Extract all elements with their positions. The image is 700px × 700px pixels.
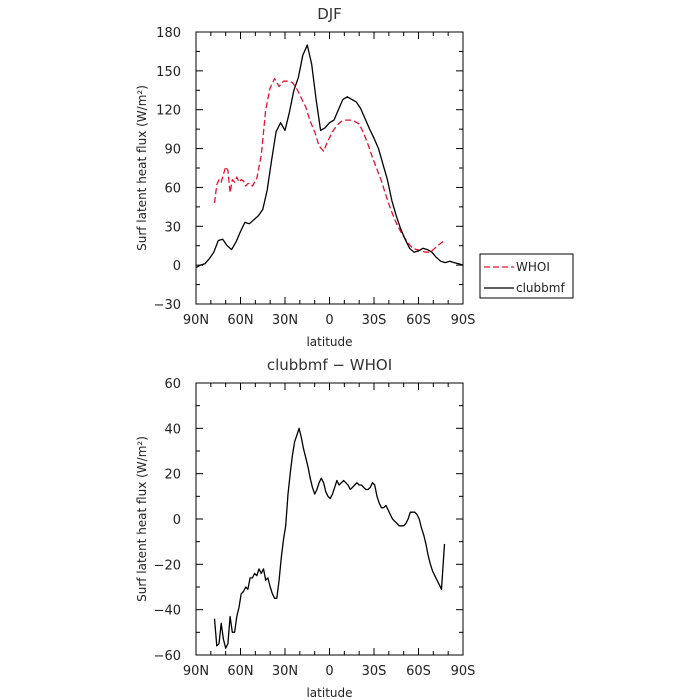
y-tick-label: 150 (156, 65, 181, 80)
plot-frame (195, 382, 464, 656)
x-tick-label: 30S (362, 664, 387, 679)
y-tick-label: 60 (164, 377, 181, 392)
x-tick-label: 60S (406, 664, 431, 679)
x-tick-label: 30N (272, 664, 298, 679)
difference-series-line (213, 427, 446, 649)
y-tick-label: 0 (173, 259, 181, 274)
y-axis-label: Surf latent heat flux (W/m²) (135, 436, 149, 602)
legend-label-whoi: WHOI (516, 260, 550, 274)
x-tick-label: 90S (451, 664, 476, 679)
chart-panel-2: clubbmf − WHOI 90N 60N 30N 0 30S 60S 90S −60 −40 −… (135, 356, 475, 700)
x-tick-label: 60S (406, 313, 431, 328)
chart-title: DJF (317, 5, 342, 23)
legend: WHOI clubbmf (479, 253, 574, 299)
y-tick-label: 90 (164, 143, 181, 158)
x-tick-label: 0 (325, 313, 333, 328)
y-axis-label: Surf latent heat flux (W/m²) (135, 85, 149, 251)
x-tick-label: 90S (451, 313, 476, 328)
legend-label-clubbmf: clubbmf (516, 281, 565, 295)
chart-title: clubbmf − WHOI (267, 356, 392, 374)
plot-area (196, 44, 463, 269)
x-axis-label: latitude (306, 686, 352, 700)
legend-box (479, 253, 574, 299)
x-tick-label: 60N (227, 664, 253, 679)
x-axis-label: latitude (306, 335, 352, 349)
plot-frame (195, 31, 464, 305)
x-tick-label: 0 (325, 664, 333, 679)
x-tick-label: 90N (183, 664, 209, 679)
whoi-series-line (213, 77, 445, 253)
y-tick-label: −60 (154, 649, 181, 664)
y-tick-label: −20 (154, 558, 181, 573)
x-tick-label: 90N (183, 313, 209, 328)
y-tick-label: 120 (156, 104, 181, 119)
y-tick-label: −40 (154, 604, 181, 619)
y-tick-label: 40 (164, 422, 181, 437)
y-tick-label: −30 (154, 298, 181, 313)
clubbmf-series-line (196, 44, 463, 269)
plot-area (213, 427, 446, 649)
x-tick-label: 60N (227, 313, 253, 328)
y-tick-label: 180 (156, 26, 181, 41)
x-tick-label: 30N (272, 313, 298, 328)
y-tick-label: 0 (173, 513, 181, 528)
y-tick-label: 30 (164, 220, 181, 235)
x-tick-label: 30S (362, 313, 387, 328)
y-tick-label: 60 (164, 181, 181, 196)
chart-panel-1: DJF 90N 60N 30N 0 30S 60S 90S −30 0 30 60 90 120 150 18… (135, 5, 574, 349)
y-tick-label: 20 (164, 468, 181, 483)
